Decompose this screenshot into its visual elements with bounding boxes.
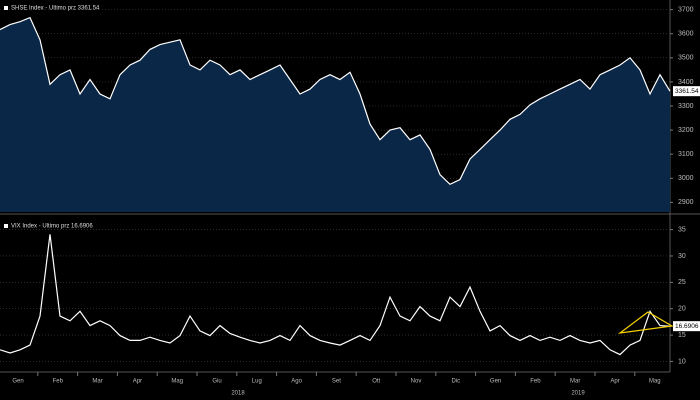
x-tick-label: Gen: [12, 379, 23, 385]
y-tick-label: 3000: [678, 175, 694, 182]
legend-swatch: [4, 6, 8, 10]
x-tick-label: Gen: [490, 379, 501, 385]
annotation-triangle: [617, 311, 674, 334]
y-tick-label: 3700: [678, 6, 694, 13]
y-tick-label: 3300: [678, 103, 694, 110]
x-tick-label: Mag: [171, 379, 183, 385]
x-tick-label: Mag: [649, 379, 661, 385]
year-label: 2019: [571, 391, 585, 397]
x-tick-label: Giu: [212, 379, 221, 385]
y-tick-label: 3100: [678, 151, 694, 158]
line: [0, 234, 671, 356]
x-tick-label: Ott: [372, 379, 380, 385]
x-tick-label: Mar: [570, 379, 580, 385]
y-tick-label: 15: [678, 332, 686, 339]
x-tick-label: Set: [332, 379, 341, 385]
x-tick-label: Lug: [252, 379, 262, 385]
y-tick-label: 20: [678, 306, 686, 313]
x-tick-label: Dic: [451, 379, 460, 385]
y-tick-label: 25: [678, 279, 686, 286]
y-tick-label: 3600: [678, 31, 694, 38]
y-tick-label: 3200: [678, 127, 694, 134]
x-tick-label: Feb: [53, 379, 64, 385]
area: [0, 17, 670, 212]
y-tick-label: 3500: [678, 55, 694, 62]
year-label: 2018: [231, 391, 245, 397]
x-tick-label: Nov: [411, 379, 422, 385]
x-tick-label: Ago: [291, 379, 302, 385]
y-tick-label: 10: [678, 358, 686, 365]
legend-label: VIX Index - Ultimo prz 16.6906: [11, 224, 93, 230]
last-value-box: [673, 86, 700, 97]
y-tick-label: 3400: [678, 79, 694, 86]
y-tick-label: 30: [678, 253, 686, 260]
x-tick-label: Mar: [92, 379, 102, 385]
last-value-label: 3361.54: [675, 88, 699, 95]
y-tick-label: 35: [678, 226, 686, 233]
last-value-label: 16.6906: [675, 323, 699, 330]
last-value-box: [673, 321, 700, 332]
x-tick-label: Feb: [530, 379, 541, 385]
line: [0, 16, 671, 186]
legend-label: SHSE Index - Ultimo prz 3361.54: [11, 6, 100, 12]
x-tick-label: Apr: [133, 379, 142, 385]
x-tick-label: Apr: [610, 379, 619, 385]
y-tick-label: 2900: [678, 199, 694, 206]
legend-swatch: [4, 224, 8, 228]
